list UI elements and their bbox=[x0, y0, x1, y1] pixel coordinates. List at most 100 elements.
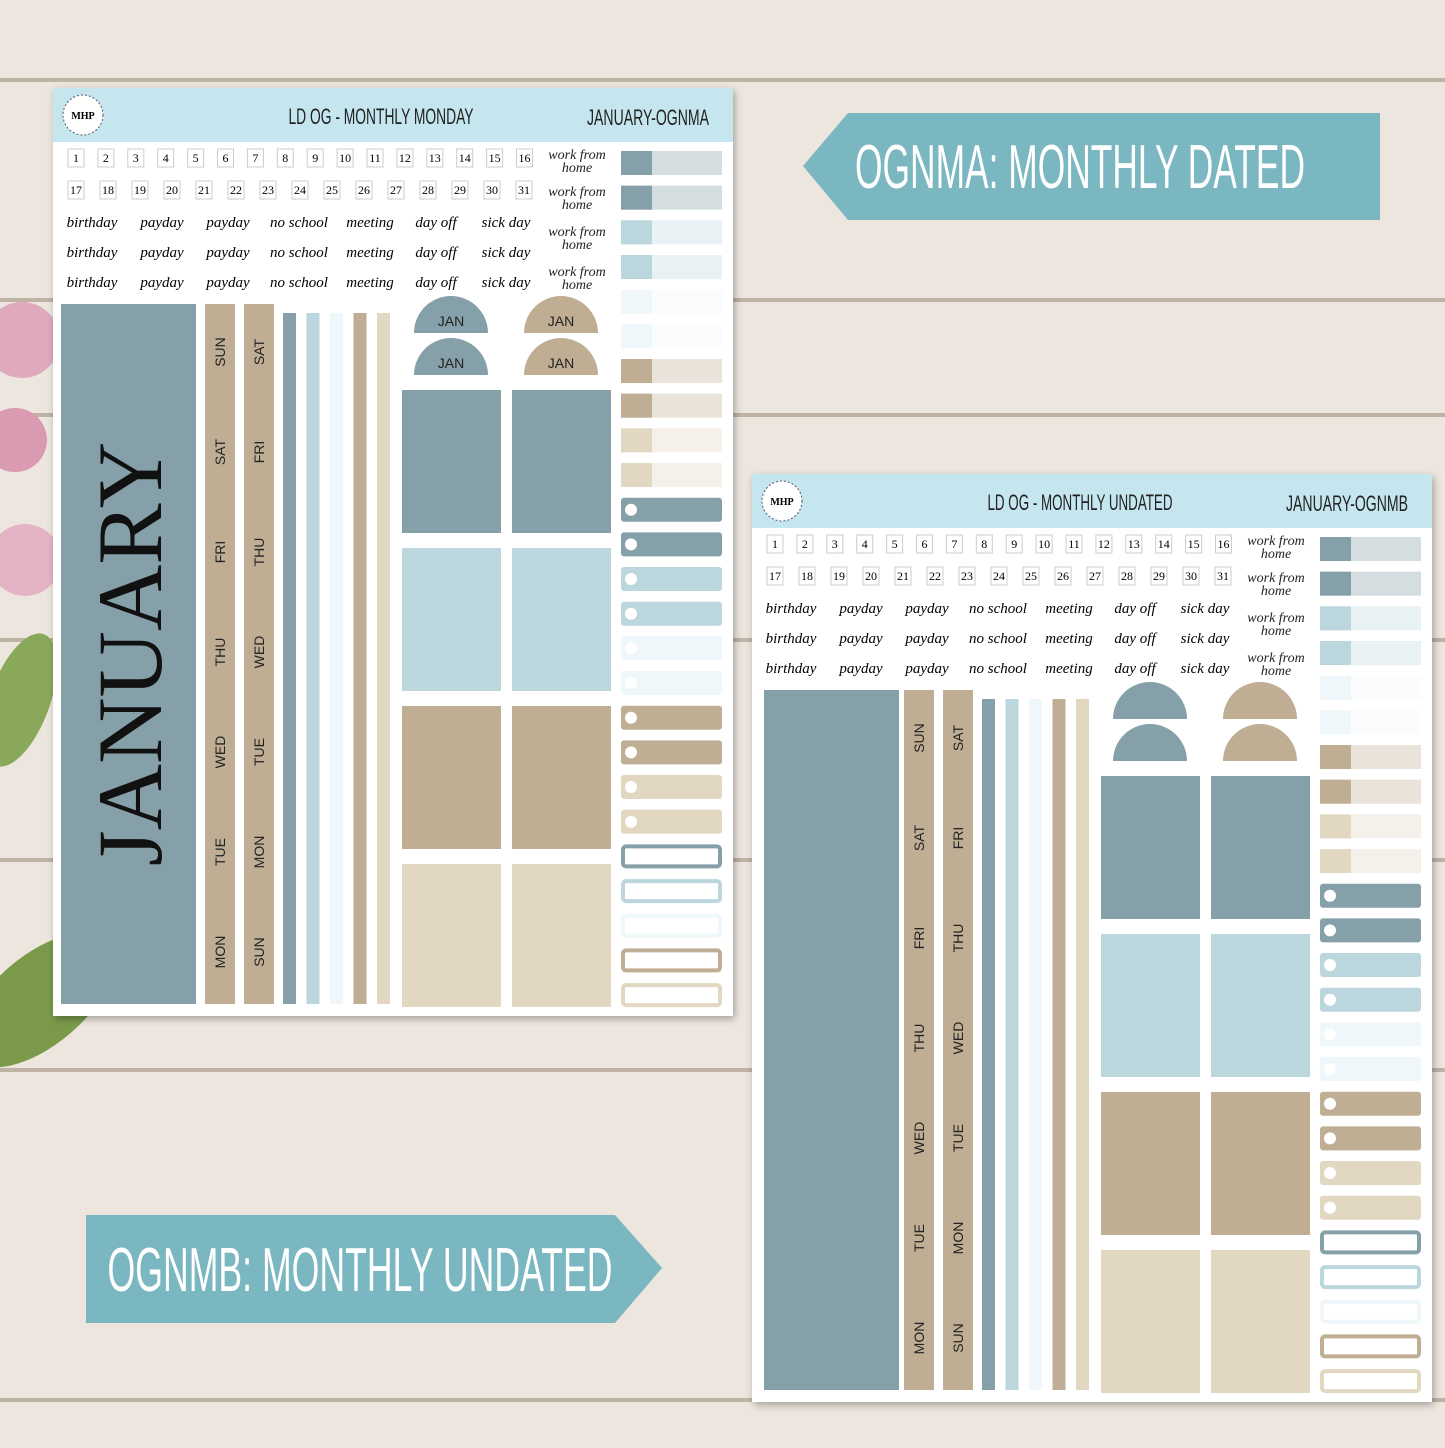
semicircle-tab bbox=[524, 338, 598, 375]
number-box bbox=[456, 148, 474, 168]
number-box bbox=[798, 566, 816, 586]
word-sticker: payday bbox=[205, 245, 250, 261]
number-box bbox=[1035, 534, 1053, 554]
logo: MHP bbox=[71, 111, 94, 122]
thin-strip bbox=[982, 699, 995, 1390]
number-box bbox=[916, 534, 933, 554]
number-box bbox=[516, 148, 533, 168]
tab-sticker-end bbox=[621, 220, 652, 245]
date-number: 29 bbox=[1153, 569, 1165, 583]
word-sticker: no school bbox=[969, 661, 1027, 677]
number-box bbox=[291, 180, 309, 200]
day-label: MON bbox=[212, 936, 228, 969]
date-number: 8 bbox=[981, 537, 987, 551]
number-box bbox=[387, 180, 405, 200]
date-number: 7 bbox=[951, 537, 957, 551]
word-sticker: meeting bbox=[1045, 631, 1093, 647]
wfh-text: work from home bbox=[1247, 535, 1305, 562]
number-box bbox=[1065, 534, 1083, 554]
wfh-text: work from home bbox=[548, 266, 606, 293]
word-sticker: no school bbox=[270, 245, 328, 261]
wfh-sticker: work from home bbox=[548, 226, 605, 253]
word-sticker: payday bbox=[139, 275, 184, 291]
tab-sticker-end bbox=[1320, 606, 1351, 631]
word-sticker: day off bbox=[1114, 601, 1157, 617]
word-sticker: payday bbox=[838, 631, 883, 647]
date-number: 8 bbox=[282, 151, 288, 165]
word-sticker: sick day bbox=[1181, 601, 1230, 617]
dot-sticker bbox=[621, 636, 722, 661]
word-sticker: payday bbox=[904, 631, 949, 647]
date-number: 12 bbox=[1098, 537, 1110, 551]
dot-hole bbox=[1324, 1201, 1336, 1214]
wfh-sticker: work from home bbox=[1247, 652, 1304, 679]
number-box bbox=[195, 180, 213, 200]
day-strip bbox=[205, 304, 235, 1004]
number-box bbox=[826, 534, 844, 554]
word-sticker: payday bbox=[838, 661, 883, 677]
wfh-sticker: work from home bbox=[1247, 535, 1305, 562]
date-number: 30 bbox=[1185, 569, 1197, 583]
dot-sticker bbox=[621, 705, 722, 730]
day-strip bbox=[244, 304, 274, 1004]
box-sticker bbox=[1320, 1265, 1421, 1290]
sheet-code: JANUARY-OGNMA bbox=[587, 105, 709, 130]
wfh-sticker: work from home bbox=[1247, 612, 1305, 639]
number-box bbox=[830, 566, 848, 586]
word-sticker: payday bbox=[139, 215, 184, 231]
date-number: 2 bbox=[103, 151, 109, 165]
wfh-text: work from home bbox=[1247, 612, 1305, 639]
number-box bbox=[862, 566, 880, 586]
word-sticker: sick day bbox=[1181, 661, 1230, 677]
date-number: 5 bbox=[193, 151, 199, 165]
day-label: SAT bbox=[911, 824, 927, 851]
word-sticker: payday bbox=[205, 275, 250, 291]
number-box bbox=[131, 180, 149, 200]
number-box bbox=[99, 180, 117, 200]
number-box bbox=[1005, 534, 1023, 554]
date-number: 21 bbox=[897, 569, 909, 583]
dot-sticker bbox=[621, 601, 722, 626]
semicircle-tab bbox=[414, 296, 488, 333]
thin-strip bbox=[1029, 699, 1042, 1390]
number-box bbox=[451, 180, 469, 200]
thin-strip bbox=[377, 313, 390, 1004]
date-number: 17 bbox=[70, 183, 82, 197]
number-box bbox=[276, 148, 294, 168]
date-number: 23 bbox=[262, 183, 274, 197]
dot-sticker bbox=[621, 497, 722, 522]
square-sticker bbox=[1211, 934, 1310, 1077]
dot-hole bbox=[625, 781, 637, 794]
tab-sticker-end bbox=[1320, 675, 1351, 700]
word-sticker: meeting bbox=[1045, 601, 1093, 617]
number-box bbox=[259, 180, 277, 200]
date-number: 28 bbox=[422, 183, 434, 197]
sheet-header bbox=[752, 474, 1432, 528]
dot-hole bbox=[1324, 1167, 1336, 1180]
semicircle-tab bbox=[414, 338, 488, 375]
number-box bbox=[990, 566, 1008, 586]
dot-hole bbox=[625, 711, 637, 724]
date-number: 7 bbox=[252, 151, 258, 165]
word-sticker: no school bbox=[270, 215, 328, 231]
day-label: TUE bbox=[950, 1124, 966, 1152]
box-sticker bbox=[621, 879, 722, 904]
date-number: 1 bbox=[73, 151, 79, 165]
day-label: SAT bbox=[950, 724, 966, 751]
number-box bbox=[1150, 566, 1168, 586]
date-number: 26 bbox=[1057, 569, 1069, 583]
number-box bbox=[323, 180, 341, 200]
date-number: 4 bbox=[862, 537, 868, 551]
date-number: 19 bbox=[833, 569, 845, 583]
square-sticker bbox=[402, 548, 501, 691]
word-sticker: payday bbox=[139, 245, 184, 261]
thin-strip bbox=[1052, 699, 1066, 1390]
square-sticker bbox=[512, 548, 611, 691]
date-number: 24 bbox=[294, 183, 306, 197]
day-label: SUN bbox=[911, 723, 927, 753]
dot-sticker bbox=[1320, 1022, 1421, 1047]
number-box bbox=[1185, 534, 1203, 554]
dot-hole bbox=[1324, 924, 1336, 937]
dot-hole bbox=[1324, 889, 1336, 902]
